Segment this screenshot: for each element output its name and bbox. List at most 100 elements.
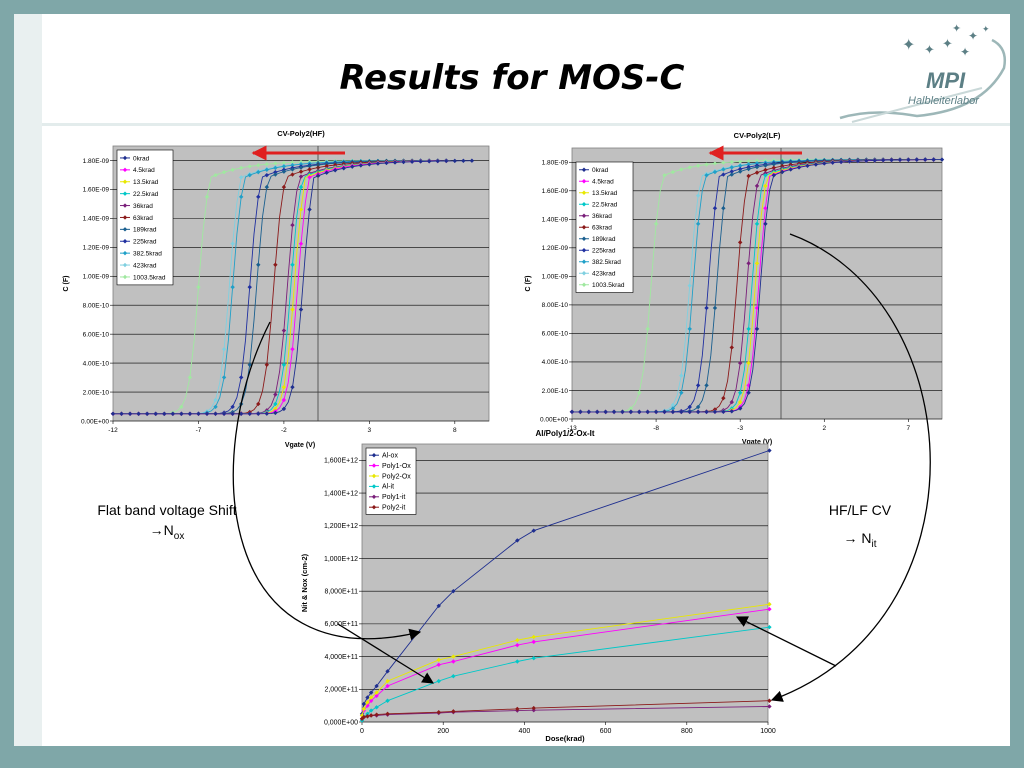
y-tick-label: 1.40E-09 <box>542 217 569 224</box>
legend-label: 1003.5krad <box>592 282 625 289</box>
data-point <box>273 161 278 166</box>
data-point <box>221 169 227 175</box>
data-point <box>746 173 751 179</box>
legend-label: 382.5krad <box>133 250 162 257</box>
data-point <box>298 307 304 312</box>
data-point <box>746 162 751 167</box>
data-point <box>136 411 141 416</box>
x-tick-label: 3 <box>368 427 372 434</box>
legend-marker <box>371 494 377 499</box>
legend-label: 225krad <box>592 248 616 255</box>
frame-left <box>0 0 14 768</box>
data-point <box>695 383 701 388</box>
data-point <box>230 284 235 290</box>
data-point <box>374 712 379 717</box>
data-point <box>729 165 734 170</box>
data-point <box>247 172 252 178</box>
y-tick-label: 4,000E+11 <box>324 654 358 661</box>
data-point <box>273 401 278 407</box>
y-tick-label: 6.00E-10 <box>542 331 569 338</box>
data-point <box>281 169 287 174</box>
x-tick-label: 1000 <box>760 728 776 735</box>
data-point <box>365 700 370 705</box>
data-point <box>515 538 520 543</box>
legend-marker <box>581 225 587 230</box>
legend-marker <box>122 167 128 173</box>
y-tick-label: 0.00E+00 <box>81 418 109 425</box>
svg-text:✦: ✦ <box>942 36 953 51</box>
data-point <box>746 166 751 172</box>
data-point <box>721 206 726 211</box>
data-point <box>264 411 270 416</box>
data-point <box>368 708 374 713</box>
data-point <box>196 284 201 290</box>
title-divider <box>42 123 1010 126</box>
data-point <box>230 404 235 410</box>
data-point <box>290 222 295 228</box>
data-point <box>754 164 760 170</box>
data-point <box>637 390 642 395</box>
data-point <box>256 162 261 168</box>
legend-marker <box>122 203 128 208</box>
data-point <box>712 169 718 175</box>
data-point <box>729 409 734 414</box>
x-tick-label: 7 <box>907 425 911 432</box>
connector-arrow-flatband-icon <box>232 321 422 641</box>
data-point <box>256 194 261 200</box>
data-point <box>746 360 751 366</box>
data-point <box>771 162 777 167</box>
data-point <box>914 157 919 162</box>
legend-label: 4.5krad <box>592 179 614 186</box>
x-tick-label: -8 <box>653 425 659 432</box>
data-point <box>729 399 734 405</box>
legend-label: 1003.5krad <box>133 274 166 281</box>
data-point <box>247 411 252 416</box>
frame-right <box>1010 0 1024 768</box>
legend-label: 13.5krad <box>592 190 618 197</box>
data-point <box>444 158 449 164</box>
data-point <box>704 162 709 167</box>
data-point <box>196 411 201 416</box>
legend-marker <box>581 236 587 241</box>
logo-text-sub: Halbleiterlabor <box>908 95 980 107</box>
data-point <box>298 174 304 179</box>
y-tick-label: 1.00E-09 <box>542 274 569 281</box>
data-point <box>281 328 287 333</box>
data-point <box>187 411 193 416</box>
data-point <box>384 160 389 166</box>
data-point <box>256 401 261 407</box>
legend-marker <box>122 179 128 184</box>
data-point <box>213 404 218 410</box>
legend-marker <box>581 271 587 276</box>
plot-area <box>112 145 490 422</box>
data-point <box>662 409 667 415</box>
x-tick-label: -3 <box>737 425 743 432</box>
annotation-flatband-subscript: ox <box>173 530 185 542</box>
chart-title: CV-Poly2(HF) <box>277 129 325 138</box>
data-point <box>746 326 751 332</box>
data-point <box>298 165 304 170</box>
data-point <box>737 390 743 395</box>
data-point <box>204 194 210 200</box>
data-point <box>515 638 520 643</box>
annotation-hflf-symbol: N <box>861 530 872 546</box>
y-tick-label: 1,600E+12 <box>324 458 358 465</box>
data-point <box>368 713 374 718</box>
data-point <box>767 448 772 453</box>
data-point <box>737 360 743 366</box>
data-point <box>721 172 726 177</box>
legend-marker <box>122 227 128 232</box>
data-point <box>712 305 718 311</box>
data-point <box>687 409 692 415</box>
data-point <box>788 160 793 165</box>
connector-arrow-hflf-icon <box>770 233 931 702</box>
legend-marker <box>371 484 377 489</box>
data-point <box>754 326 760 332</box>
data-point <box>238 375 244 380</box>
data-point <box>746 390 751 395</box>
y-tick-label: 1,200E+12 <box>324 523 358 530</box>
legend-marker <box>581 202 587 207</box>
chart-2: 0,000E+00 2,000E+11 4,000E+11 6,000E+11 8,00… <box>300 429 776 743</box>
data-point <box>763 163 768 168</box>
data-point <box>290 262 295 267</box>
